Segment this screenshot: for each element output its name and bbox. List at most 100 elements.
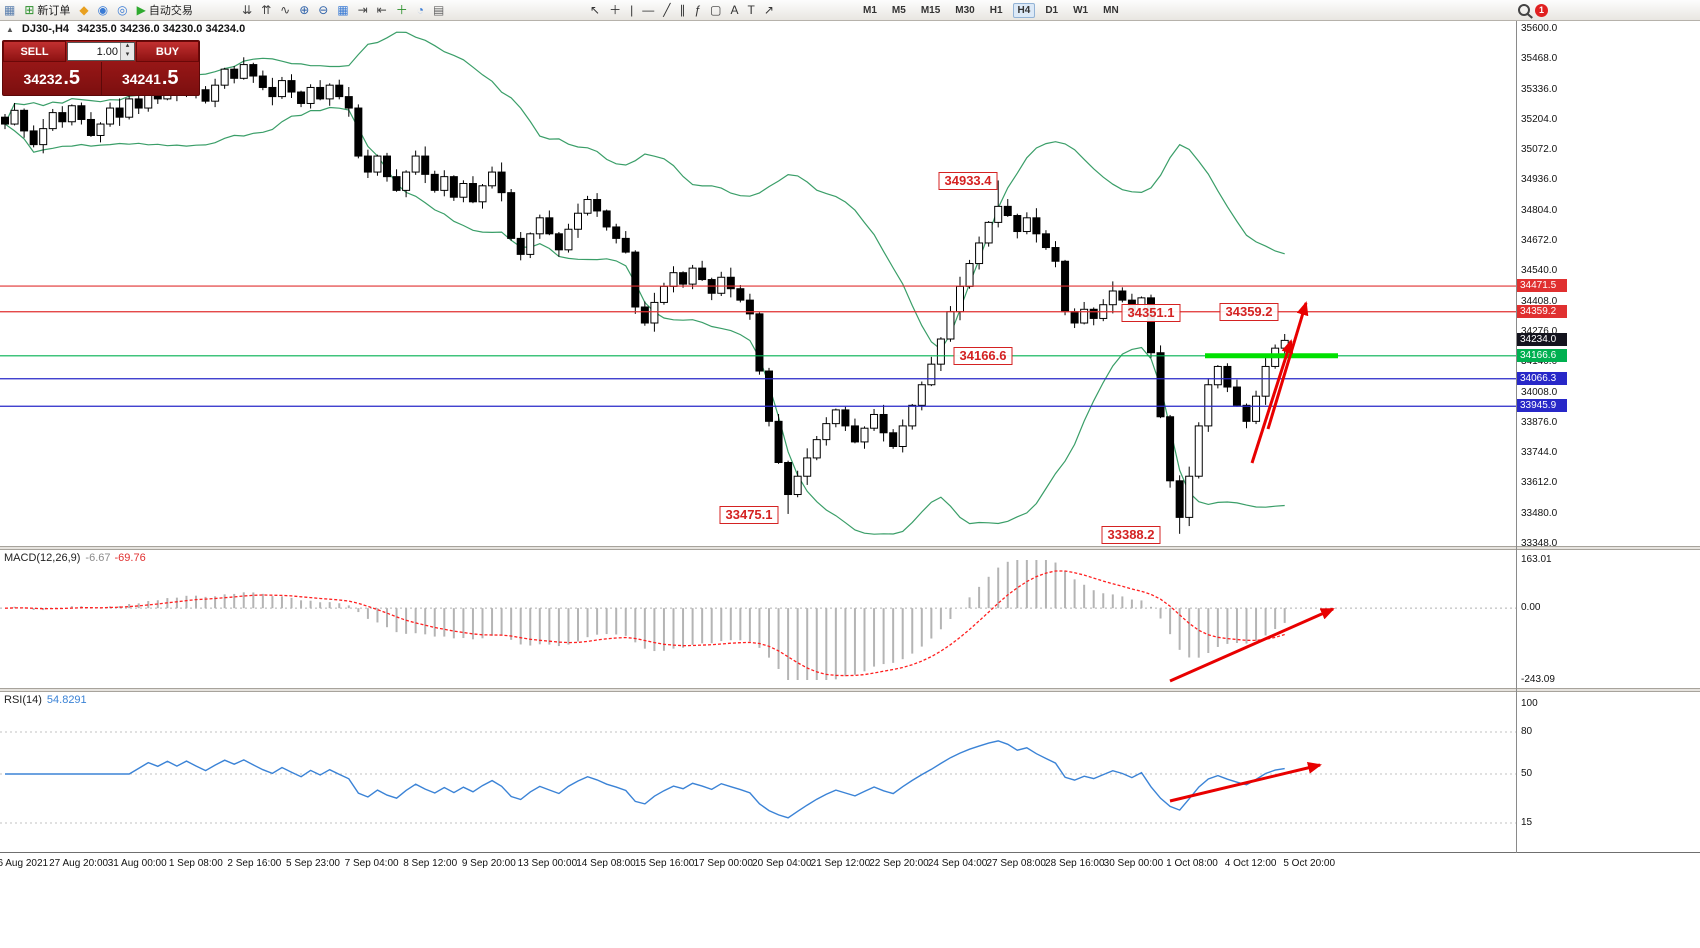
symbol-arrow-icon: ▲	[6, 24, 14, 34]
trendline-icon: ╱	[663, 3, 671, 17]
macd-signal-line	[4, 570, 1285, 677]
bar-chart-icon[interactable]: ⇊	[240, 4, 254, 16]
tile-windows-icon[interactable]: ▦	[335, 4, 350, 16]
line-chart-icon[interactable]: ∿	[278, 4, 292, 16]
time-axis-label: 5 Sep 23:00	[286, 858, 340, 869]
fibonacci-icon[interactable]: ƒ	[692, 4, 703, 16]
time-axis-label: 20 Sep 04:00	[752, 858, 812, 869]
new-chart-icon[interactable]: ▦	[2, 4, 17, 16]
buy-price[interactable]: 34241.5	[121, 67, 179, 89]
rsi-panel[interactable]	[0, 692, 1700, 852]
timeframe-d1-button[interactable]: D1	[1045, 4, 1059, 16]
market-icon: ◎	[117, 3, 128, 17]
timeframe-m30-button[interactable]: M30	[955, 4, 975, 16]
community-icon[interactable]: ◉	[96, 4, 110, 16]
sell-button[interactable]: SELL	[3, 41, 66, 62]
notification-badge[interactable]: 1	[1535, 3, 1548, 17]
time-axis-label: 21 Sep 12:00	[810, 858, 871, 869]
market-icon[interactable]: ◎	[115, 4, 129, 16]
text-icon[interactable]: A	[728, 4, 740, 16]
period-icon: ◔	[416, 3, 425, 17]
time-axis-label: 22 Sep 20:00	[869, 858, 929, 869]
line-chart-icon: ∿	[280, 3, 291, 17]
timeframe-w1-button[interactable]: W1	[1073, 4, 1089, 16]
rsi-label: RSI(14) 54.8291	[4, 694, 87, 706]
timeframe-h4-button[interactable]: H4	[1012, 2, 1036, 18]
price-chart[interactable]	[0, 20, 1700, 548]
template-icon: ▤	[433, 3, 445, 17]
candlestick-icon[interactable]: ⇈	[259, 4, 273, 16]
timeframe-m5-button[interactable]: M5	[891, 4, 906, 16]
zoom-in-icon: ⊕	[299, 3, 310, 17]
candles	[1, 57, 1289, 534]
time-axis-label: 7 Sep 04:00	[344, 858, 399, 869]
label-icon[interactable]: T	[745, 4, 756, 16]
macd-histogram	[13, 560, 1286, 680]
shapes-icon: ▢	[710, 3, 722, 17]
time-axis-label: 9 Sep 20:00	[461, 858, 516, 869]
zoom-out-icon[interactable]: ⊖	[316, 4, 330, 16]
community-icon: ◉	[97, 3, 109, 17]
add-indicator-icon: ＋	[395, 3, 408, 17]
cursor-icon[interactable]: ↖	[588, 4, 602, 16]
time-axis-label: 27 Sep 08:00	[986, 858, 1046, 869]
time-axis-label: 28 Sep 16:00	[1045, 858, 1105, 869]
horizontal-line-icon: ―	[642, 3, 655, 17]
symbol-name: DJ30-,H4	[21, 23, 69, 35]
horizontal-line-icon[interactable]: ―	[640, 4, 656, 16]
price-axis-border	[1516, 20, 1517, 853]
template-icon[interactable]: ▤	[431, 4, 446, 16]
trend-arrows[interactable]	[1169, 761, 1322, 803]
time-axis-label: 27 Aug 20:00	[49, 858, 109, 869]
channel-icon[interactable]: ∥	[677, 4, 687, 16]
auto-trading-button-label: 自动交易	[148, 5, 193, 17]
volume-input[interactable]	[68, 43, 120, 60]
timeframe-m15-button[interactable]: M15	[920, 4, 941, 16]
new-order-button[interactable]: ⊞ 新订单	[22, 2, 72, 18]
macd-panel[interactable]	[0, 550, 1700, 688]
auto-trading-button[interactable]: ▶ 自动交易	[135, 2, 195, 18]
trend-arrows[interactable]	[1169, 607, 1335, 683]
timeframe-h1-button[interactable]: H1	[989, 4, 1003, 16]
panel-separator[interactable]	[0, 546, 1700, 550]
vertical-line-icon[interactable]: |	[628, 4, 635, 16]
chart-shift-icon: ⇤	[376, 3, 387, 17]
buy-button[interactable]: BUY	[136, 41, 199, 62]
vertical-line-icon: |	[630, 3, 634, 17]
auto-scroll-icon[interactable]: ⇥	[356, 4, 370, 16]
auto-trading-icon: ▶	[136, 3, 146, 17]
trendline-icon[interactable]: ╱	[661, 4, 672, 16]
period-icon[interactable]: ◔	[415, 4, 426, 16]
volume-stepper: ▴ ▾	[67, 42, 135, 61]
time-axis-label: 1 Sep 08:00	[168, 858, 223, 869]
fibonacci-icon: ƒ	[694, 3, 702, 17]
arrows-icon[interactable]: ↗	[762, 4, 776, 16]
candlestick-icon: ⇈	[261, 3, 272, 17]
channel-icon: ∥	[679, 3, 686, 17]
sell-price[interactable]: 34232.5	[3, 62, 102, 95]
symbol-info: ▲ DJ30-,H4 34235.0 34236.0 34230.0 34234…	[6, 23, 245, 35]
time-axis-label: 15 Sep 16:00	[634, 858, 695, 869]
rocket-icon: ◆	[79, 3, 89, 17]
shapes-icon[interactable]: ▢	[708, 4, 723, 16]
volume-down-button[interactable]: ▾	[121, 51, 134, 60]
zoom-in-icon[interactable]: ⊕	[297, 4, 311, 16]
timeframe-mn-button[interactable]: MN	[1103, 4, 1119, 16]
trend-arrows[interactable]	[1250, 301, 1309, 464]
volume-up-button[interactable]: ▴	[121, 42, 134, 52]
tile-windows-icon: ▦	[337, 3, 349, 17]
chart-shift-icon[interactable]: ⇤	[375, 4, 389, 16]
panel-separator[interactable]	[0, 688, 1700, 692]
time-axis-label: 2 Sep 16:00	[227, 858, 282, 869]
add-indicator-icon[interactable]: ＋	[394, 4, 410, 16]
time-axis-label: 14 Sep 08:00	[576, 858, 636, 869]
zoom-out-icon: ⊖	[318, 3, 329, 17]
crosshair-icon[interactable]: ＋	[607, 4, 623, 16]
rocket-icon[interactable]: ◆	[77, 4, 90, 16]
search-icon[interactable]	[1518, 4, 1530, 16]
bollinger-bands	[4, 31, 1285, 535]
time-axis-label: 26 Aug 2021	[0, 858, 49, 869]
timeframe-m1-button[interactable]: M1	[863, 4, 877, 16]
new-order-icon: ⊞	[24, 3, 35, 17]
